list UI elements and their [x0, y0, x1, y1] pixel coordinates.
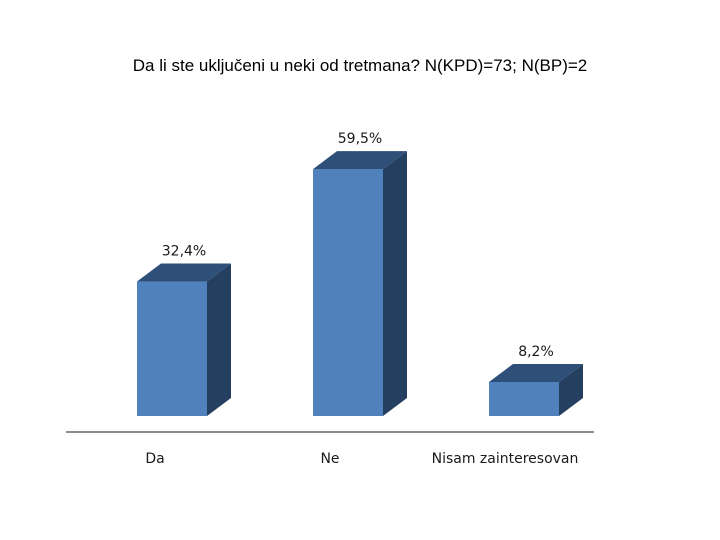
data-label-nisam-zainteresovan: 8,2% [518, 344, 554, 360]
chart-title: Da li ste uključeni u neki od tretmana? … [132, 56, 588, 75]
category-label-ne: Ne [320, 451, 339, 467]
bar-side-ne [383, 151, 407, 416]
labels-group: 32,4% Da 59,5% Ne 8,2% Nisam zainteresovan [145, 131, 578, 467]
bars-group [137, 151, 583, 416]
bar-top-ne [313, 151, 407, 170]
bar-ne [313, 169, 383, 416]
bar-side-nisam-zainteresovan [559, 363, 583, 416]
data-label-ne: 59,5% [338, 131, 382, 147]
data-label-da: 32,4% [162, 244, 206, 260]
bar-nisam-zainteresovan [489, 381, 559, 416]
bar-top-nisam-zainteresovan [489, 363, 583, 382]
category-label-nisam-zainteresovan: Nisam zainteresovan [432, 451, 579, 467]
bar-side-da [207, 263, 231, 416]
bar-top-da [137, 263, 231, 282]
category-label-da: Da [145, 451, 164, 467]
bar-da [137, 281, 207, 416]
